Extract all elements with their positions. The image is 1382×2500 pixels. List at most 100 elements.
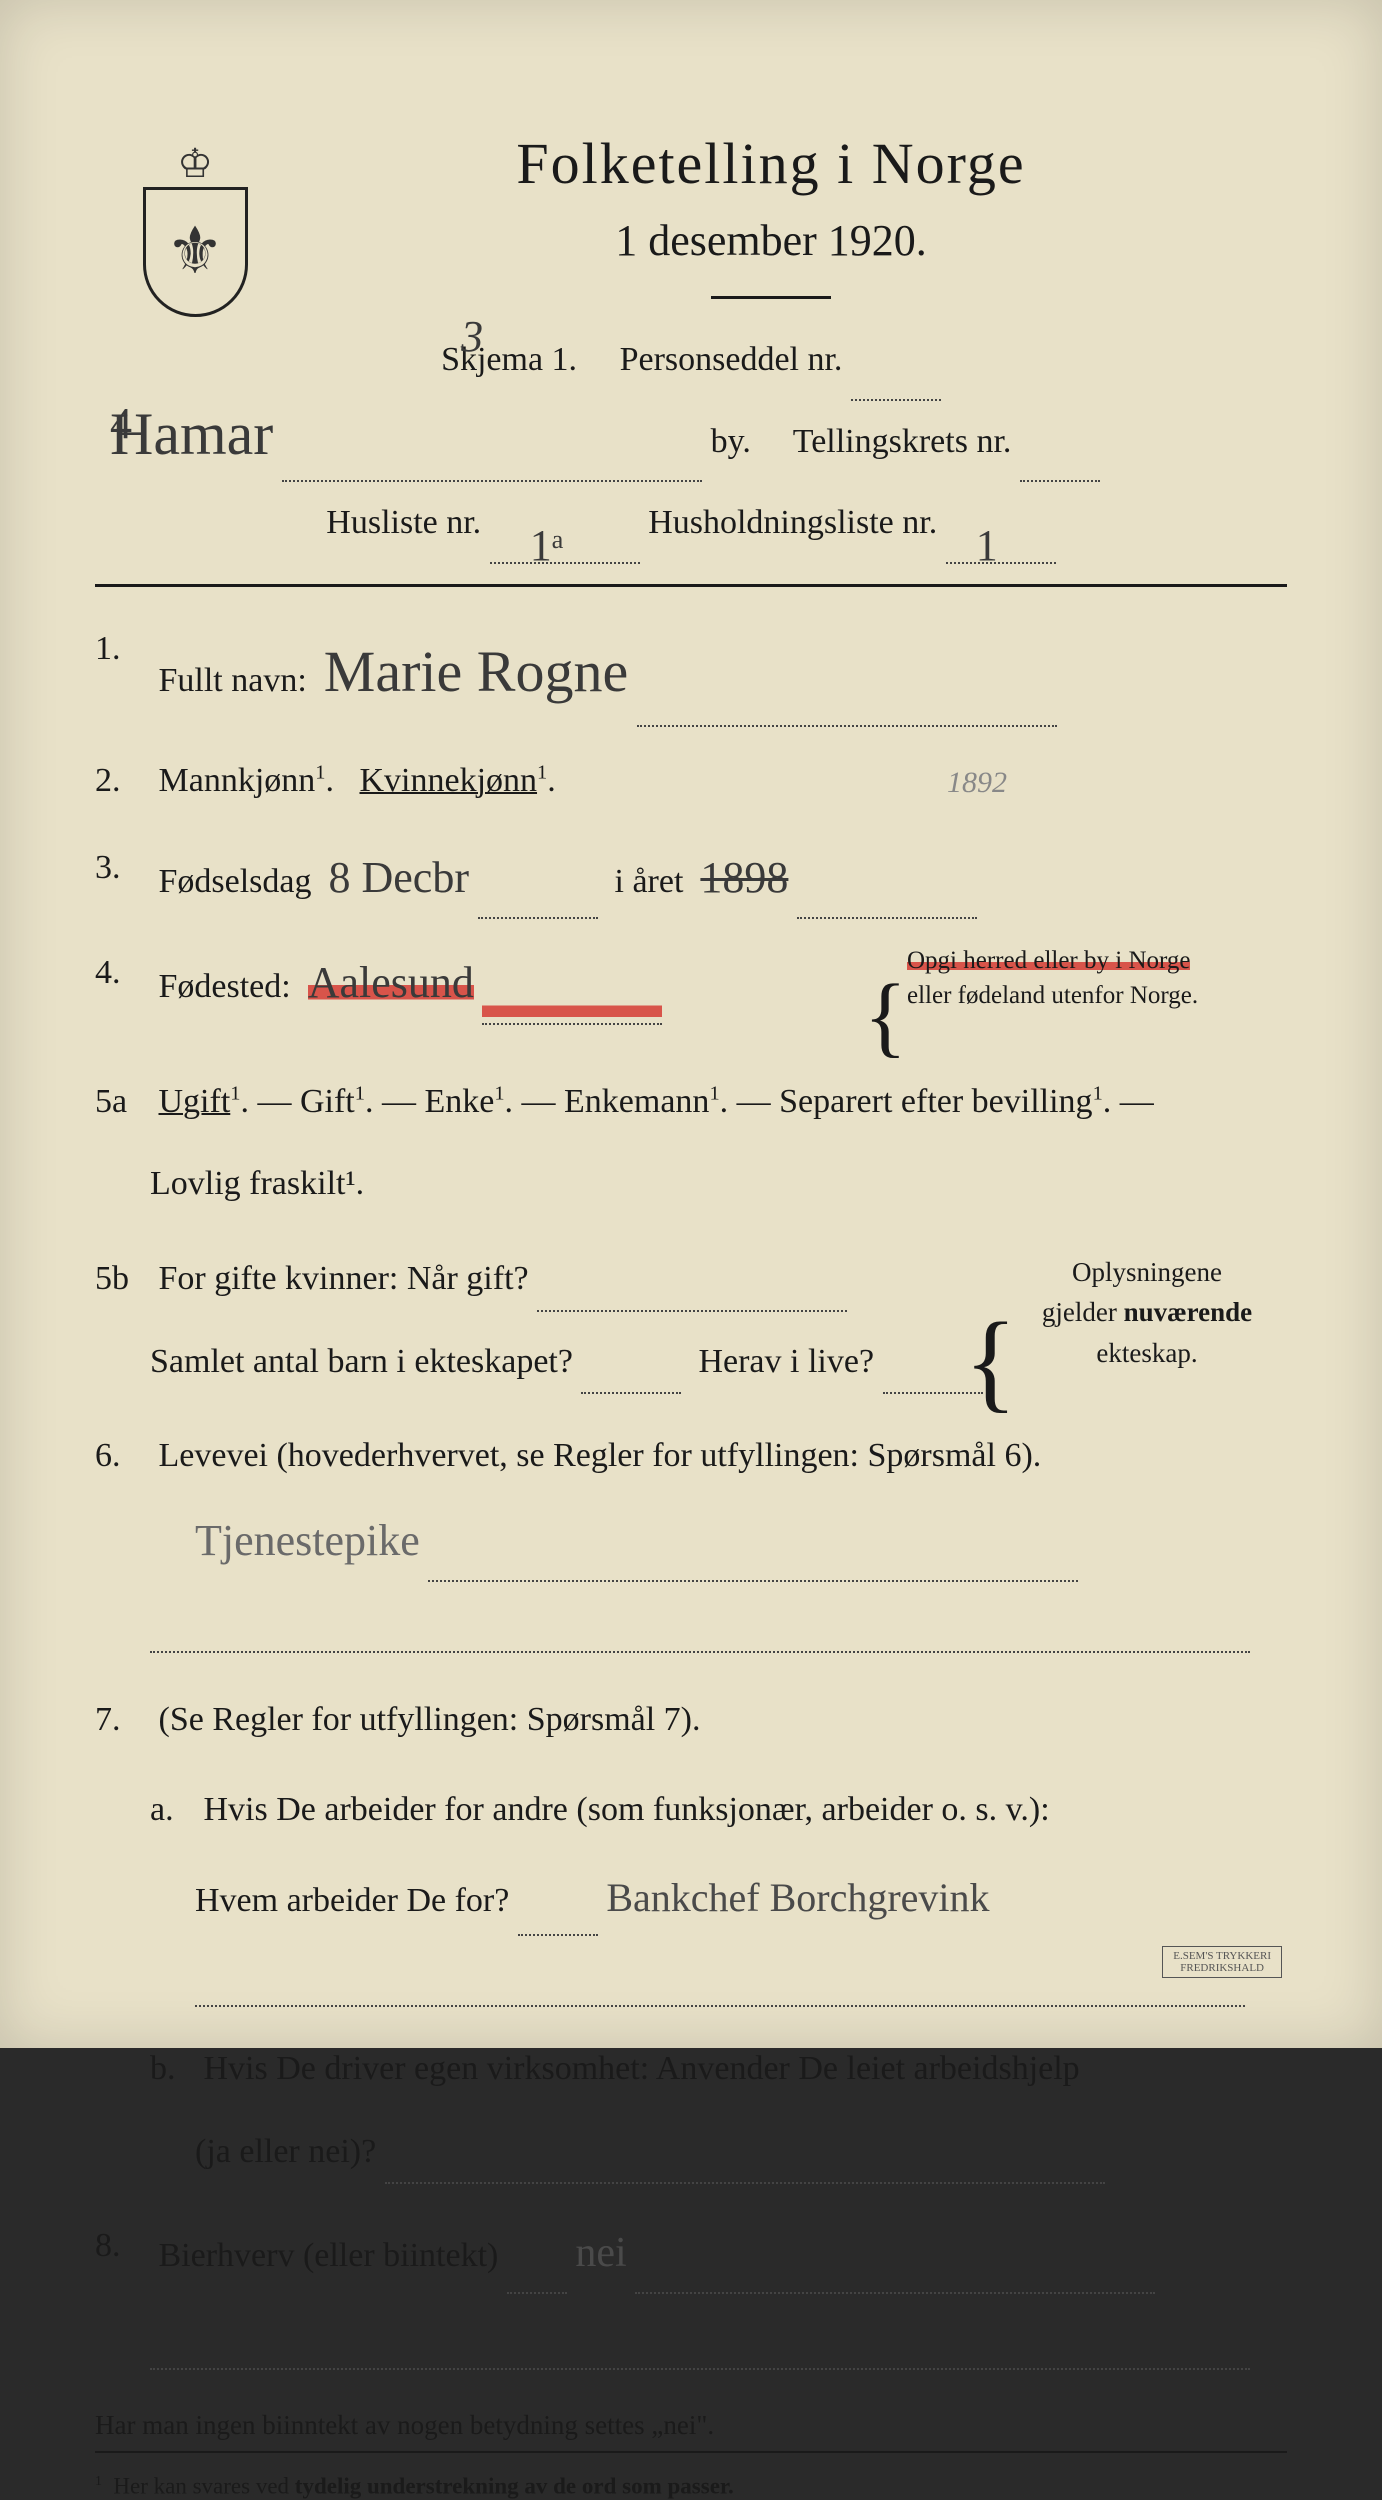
printer-stamp: E.SEM'S TRYKKERI FREDRIKSHALD [1162, 1946, 1282, 1978]
q2-number: 2. [95, 749, 150, 814]
question-4: 4. Fødested: Aalesund { Opgi herred elle… [95, 941, 1287, 1025]
q7b-text2: (ja eller nei)? [195, 2133, 376, 2170]
q7b-block: b. Hvis De driver egen virksomhet: Anven… [95, 2037, 1287, 2184]
meta-line-2: by. Tellingskrets nr. 4 [95, 401, 1287, 483]
husholdning-label: Husholdningsliste nr. [648, 504, 937, 541]
q2-sup2: 1 [537, 762, 547, 784]
q2-kvinne: Kvinnekjønn [359, 762, 537, 799]
q5a-number: 5a [95, 1070, 150, 1135]
q1-label: Fullt navn: [159, 662, 307, 699]
q3-day-line [478, 878, 598, 919]
question-list: 1. Fullt navn: Marie Rogne 2. Mannkjønn1… [95, 617, 1287, 2370]
q7b-letter: b. [150, 2037, 195, 2102]
q2-sup1: 1 [315, 762, 325, 784]
form-metadata: Skjema 1. Personseddel nr. 3 by. Telling… [95, 319, 1287, 564]
q7a-line2: Hvem arbeider De for? Bankchef Borchgrev… [195, 1860, 1287, 1936]
q3-label: Fødselsdag [159, 863, 312, 900]
coat-of-arms: ♔ ⚜ [130, 140, 260, 310]
subtitle: 1 desember 1920. [255, 215, 1287, 266]
q5b-number: 5b [95, 1247, 150, 1312]
husliste-field: 1ᵃ [490, 523, 640, 564]
question-3: 3. Fødselsdag 8 Decbr i året 1898 [95, 836, 1287, 920]
personseddel-label: Personseddel nr. [620, 341, 843, 378]
q3-day-value: 8 Decbr [329, 853, 470, 902]
question-5a: 5a Ugift1. — Gift1. — Enke1. — Enkemann1… [95, 1070, 1287, 1217]
q1-field-line [637, 686, 1057, 727]
q8-value: nei [575, 2230, 626, 2276]
q3-year-line [797, 878, 977, 919]
q5b-note3: ekteskap. [1096, 1338, 1197, 1368]
q7a-block: a. Hvis De arbeider for andre (som funks… [95, 1778, 1287, 2007]
stamp-line1: E.SEM'S TRYKKERI [1173, 1950, 1271, 1962]
title-divider [711, 296, 831, 299]
q6-value: Tjenestepike [195, 1516, 420, 1565]
q1-number: 1. [95, 617, 150, 682]
footnote-text: Her kan svares ved tydelig understreknin… [113, 2474, 733, 2499]
lion-icon: ⚜ [166, 214, 224, 290]
q6-label: Levevei (hovederhvervet, se Regler for u… [159, 1437, 1042, 1474]
question-2: 2. Mannkjønn1. Kvinnekjønn1. 1892 [95, 749, 1287, 814]
question-6: 6. Levevei (hovederhvervet, se Regler fo… [95, 1424, 1287, 1653]
q8-line [635, 2253, 1155, 2294]
q3-year-pencil: 1892 [947, 754, 1007, 811]
question-8: 8. Bierhverv (eller biintekt) nei [95, 2214, 1287, 2370]
shield-icon: ⚜ [143, 187, 248, 317]
q5b-note: Oplysningene gjelder nuværende ekteskap. [1017, 1252, 1277, 1374]
main-title: Folketelling i Norge [255, 130, 1287, 197]
q5b-note2: gjelder nuværende [1042, 1297, 1252, 1327]
personseddel-field: 3 [851, 360, 941, 401]
q7a-letter: a. [150, 1778, 195, 1843]
husholdning-value: 1 [976, 493, 998, 599]
q2-mann: Mannkjønn [159, 762, 316, 799]
q7b-text: Hvis De driver egen virksomhet: Anvender… [204, 2050, 1080, 2087]
census-form-document: ♔ ⚜ Folketelling i Norge 1 desember 1920… [0, 0, 1382, 2048]
q5a-ugift: Ugift [159, 1083, 231, 1120]
q4-number: 4. [95, 941, 150, 1006]
footnote: 1 Her kan svares ved tydelig understrekn… [95, 2473, 1287, 2500]
meta-line-3: Husliste nr. 1ᵃ Husholdningsliste nr. 1 [95, 482, 1287, 564]
q3-year-struck: 1898 [700, 853, 788, 902]
q7-number: 7. [95, 1688, 150, 1753]
q4-note-1: Opgi herred eller by i Norge [907, 947, 1190, 974]
q7a-text2: Hvem arbeider De for? [195, 1882, 509, 1919]
q6-line2 [150, 1612, 1250, 1653]
footer-note: Har man ingen biinntekt av nogen betydni… [95, 2410, 1287, 2441]
q5b-field2 [581, 1353, 681, 1394]
q8-label: Bierhverv (eller biintekt) [159, 2237, 499, 2274]
q5a-line2: Lovlig fraskilt¹. [150, 1152, 1287, 1217]
q8-number: 8. [95, 2214, 150, 2279]
title-block: Folketelling i Norge 1 desember 1920. [255, 80, 1287, 299]
q5b-label1: For gifte kvinner: Når gift? [159, 1260, 529, 1297]
by-label: by. [711, 423, 751, 460]
q5b-label2: Samlet antal barn i ekteskapet? [150, 1343, 573, 1380]
question-5b: 5b For gifte kvinner: Når gift? Samlet a… [95, 1247, 1287, 1394]
q6-line [428, 1542, 1078, 1583]
q4-line [482, 984, 662, 1025]
stamp-line2: FREDRIKSHALD [1180, 1962, 1264, 1974]
q6-number: 6. [95, 1424, 150, 1489]
city-field [282, 441, 702, 482]
q4-value: Aalesund [308, 958, 474, 1007]
q7b-line2: (ja eller nei)? [195, 2120, 1287, 2185]
q7a-line3 [195, 1966, 1245, 2007]
q7a-text: Hvis De arbeider for andre (som funksjon… [204, 1791, 1050, 1828]
q1-value: Marie Rogne [324, 639, 628, 704]
q7a-gap [518, 1896, 598, 1937]
q5b-label3: Herav i live? [698, 1343, 874, 1380]
q7a-value: Bankchef Borchgrevink [606, 1875, 989, 1920]
q8-gap [507, 2253, 567, 2294]
main-divider [95, 584, 1287, 587]
q3-number: 3. [95, 836, 150, 901]
q6-answer-line: Tjenestepike [195, 1499, 1287, 1583]
q3-year-label: i året [615, 863, 684, 900]
q5b-field1 [537, 1271, 847, 1312]
question-7: 7. (Se Regler for utfyllingen: Spørsmål … [95, 1688, 1287, 2184]
q7b-field [385, 2143, 1105, 2184]
tellingskrets-label: Tellingskrets nr. [793, 423, 1012, 460]
crown-icon: ♔ [130, 140, 260, 187]
q4-label: Fødested: [159, 968, 291, 1005]
q5b-note1: Oplysningene [1072, 1257, 1222, 1287]
tellingskrets-field: 4 [1020, 441, 1100, 482]
q4-note-2: eller fødeland utenfor Norge. [907, 982, 1198, 1009]
husholdning-field: 1 [946, 523, 1056, 564]
